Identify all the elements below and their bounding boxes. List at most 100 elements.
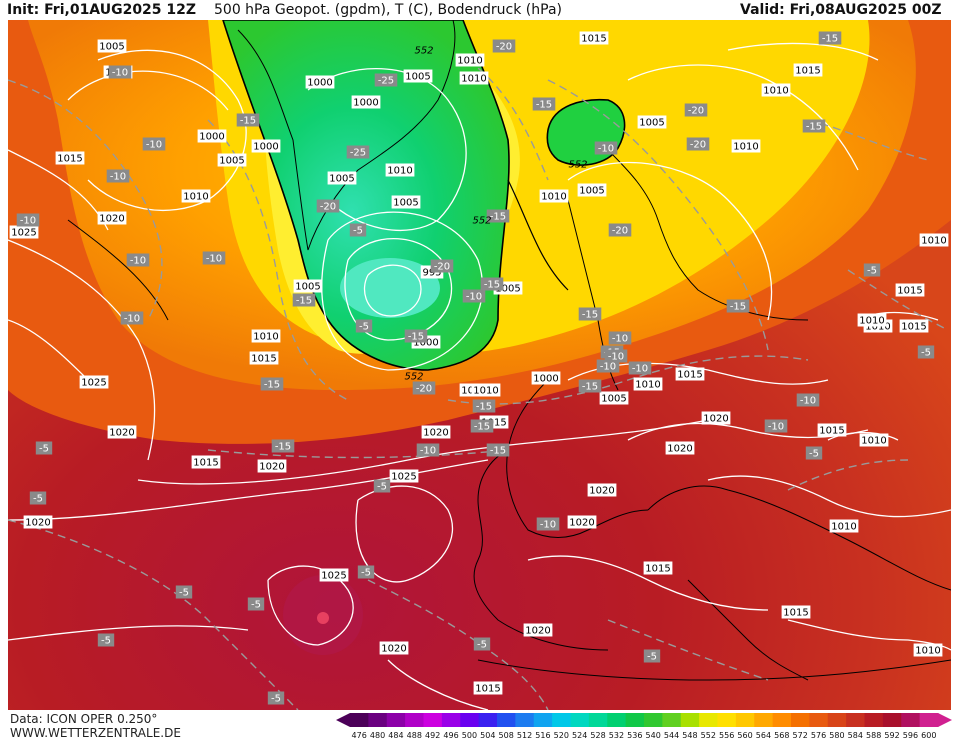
temperature-label-text: -15 [730,302,746,313]
pressure-label-box [257,459,287,473]
pressure-label-text: 1025 [391,472,416,483]
scale-arrow [336,713,350,727]
pressure-label: 1015 [473,681,503,695]
pressure-label: 1010 [919,233,949,247]
pressure-label-box [637,115,667,129]
temperature-label: -5 [349,223,367,237]
scale-tick-label: 484 [388,731,403,740]
temperature-label-box [805,446,823,460]
scale-swatch [644,713,663,727]
scale-tick-label: 552 [701,731,716,740]
temperature-label-text: -10 [20,216,36,227]
scale-swatch [588,713,608,727]
scale-swatch [441,713,461,727]
scale-tick-label: 596 [903,731,918,740]
temperature-label-text: -5 [39,444,49,455]
color-scale-swatches [336,713,952,727]
scale-tick-label: 508 [499,731,514,740]
temperature-label-box [373,479,391,493]
scale-tick-label: 488 [407,731,422,740]
temperature-label-text: -15 [296,296,312,307]
pressure-label-box [829,519,859,533]
pressure-label-text: 1020 [99,214,124,225]
pressure-label: 1020 [567,515,597,529]
pressure-label-text: 1010 [831,522,856,533]
scale-tick-label: 512 [517,731,532,740]
temperature-label: -15 [486,209,510,223]
pressure-label-text: 1000 [307,78,332,89]
pressure-label-box [761,83,791,97]
geopotential-labels: 552 552 552 552 [404,46,587,383]
temperature-label: -5 [97,633,115,647]
pressure-label-box [319,568,349,582]
scale-tick-label: 540 [646,731,661,740]
temperature-label: -5 [175,585,193,599]
temperature-label: -20 [412,381,436,395]
temperature-label: -20 [492,39,516,53]
pressure-label-text: 1020 [381,644,406,655]
pressure-label-box [379,641,409,655]
temperature-label: -25 [346,145,370,159]
pressure-label: 1020 [701,411,731,425]
temperature-label: -10 [604,349,628,363]
temperature-label: -15 [470,419,494,433]
scale-tick-label: 492 [425,731,440,740]
scale-swatch [791,713,810,727]
pressure-label-text: 1010 [865,322,890,333]
temperature-label-box [532,97,556,111]
scale-swatch [864,713,884,727]
temperature-label-box [267,691,285,705]
temperature-label-box [594,141,618,155]
scale-swatch [827,713,847,727]
pressure-label-text: 1015 [783,608,808,619]
scale-swatch [405,713,424,727]
scale-swatch [717,713,737,727]
pressure-label: 1020 [587,483,617,497]
temperature-label-text: -5 [867,266,877,277]
temperature-label: -5 [357,565,375,579]
pressure-label-box [389,469,419,483]
temperature-label-box [578,307,602,321]
pressure-label: 1020 [379,641,409,655]
pressure-label-text: 1005 [393,198,418,209]
pressure-label-box [919,233,949,247]
temperature-label: -15 [726,299,750,313]
pressure-label: 1005 [97,39,127,53]
temperature-label-text: -10 [420,446,436,457]
pressure-label-box [857,313,887,327]
temperature-label: -5 [35,441,53,455]
temperature-label: -10 [608,331,632,345]
scale-swatch [423,713,443,727]
pressure-label: 1010 [385,163,415,177]
temperature-label: -15 [486,443,510,457]
pressure-label: 1010 [251,329,281,343]
temperature-label: -20 [316,199,340,213]
pressure-label-box [539,189,569,203]
pressure-label-box [181,189,211,203]
temperature-label: -10 [462,289,486,303]
temperature-label-box [120,311,144,325]
temperature-label-box [260,377,284,391]
temperature-label-text: -10 [800,396,816,407]
temperature-label: -10 [142,137,166,151]
pressure-label: 1020 [107,425,137,439]
pressure-label-text: 1015 [481,418,506,429]
pressure-label-box [305,75,335,89]
geopotential-label-text: 552 [404,372,423,383]
pressure-label-text: 1020 [569,518,594,529]
pressure-label-text: 1015 [193,458,218,469]
geopotential-label-text: 552 [414,46,433,57]
pressure-label-box [391,195,421,209]
temperature-label: -20 [608,223,632,237]
pressure-label-text: 1010 [915,646,940,657]
init-time: Init: Fri,01AUG2025 12Z [7,2,197,18]
pressure-label-text: 1020 [259,462,284,473]
pressure-label: 1005 [637,115,667,129]
pressure-label: 1000 [251,139,281,153]
pressure-label-box [665,441,695,455]
pressure-label-text: 1010 [253,332,278,343]
temperature-label-box [628,361,652,375]
temperature-label: -5 [917,345,935,359]
pressure-label-text: 1025 [321,571,346,582]
temperature-label-text: -20 [688,106,704,117]
